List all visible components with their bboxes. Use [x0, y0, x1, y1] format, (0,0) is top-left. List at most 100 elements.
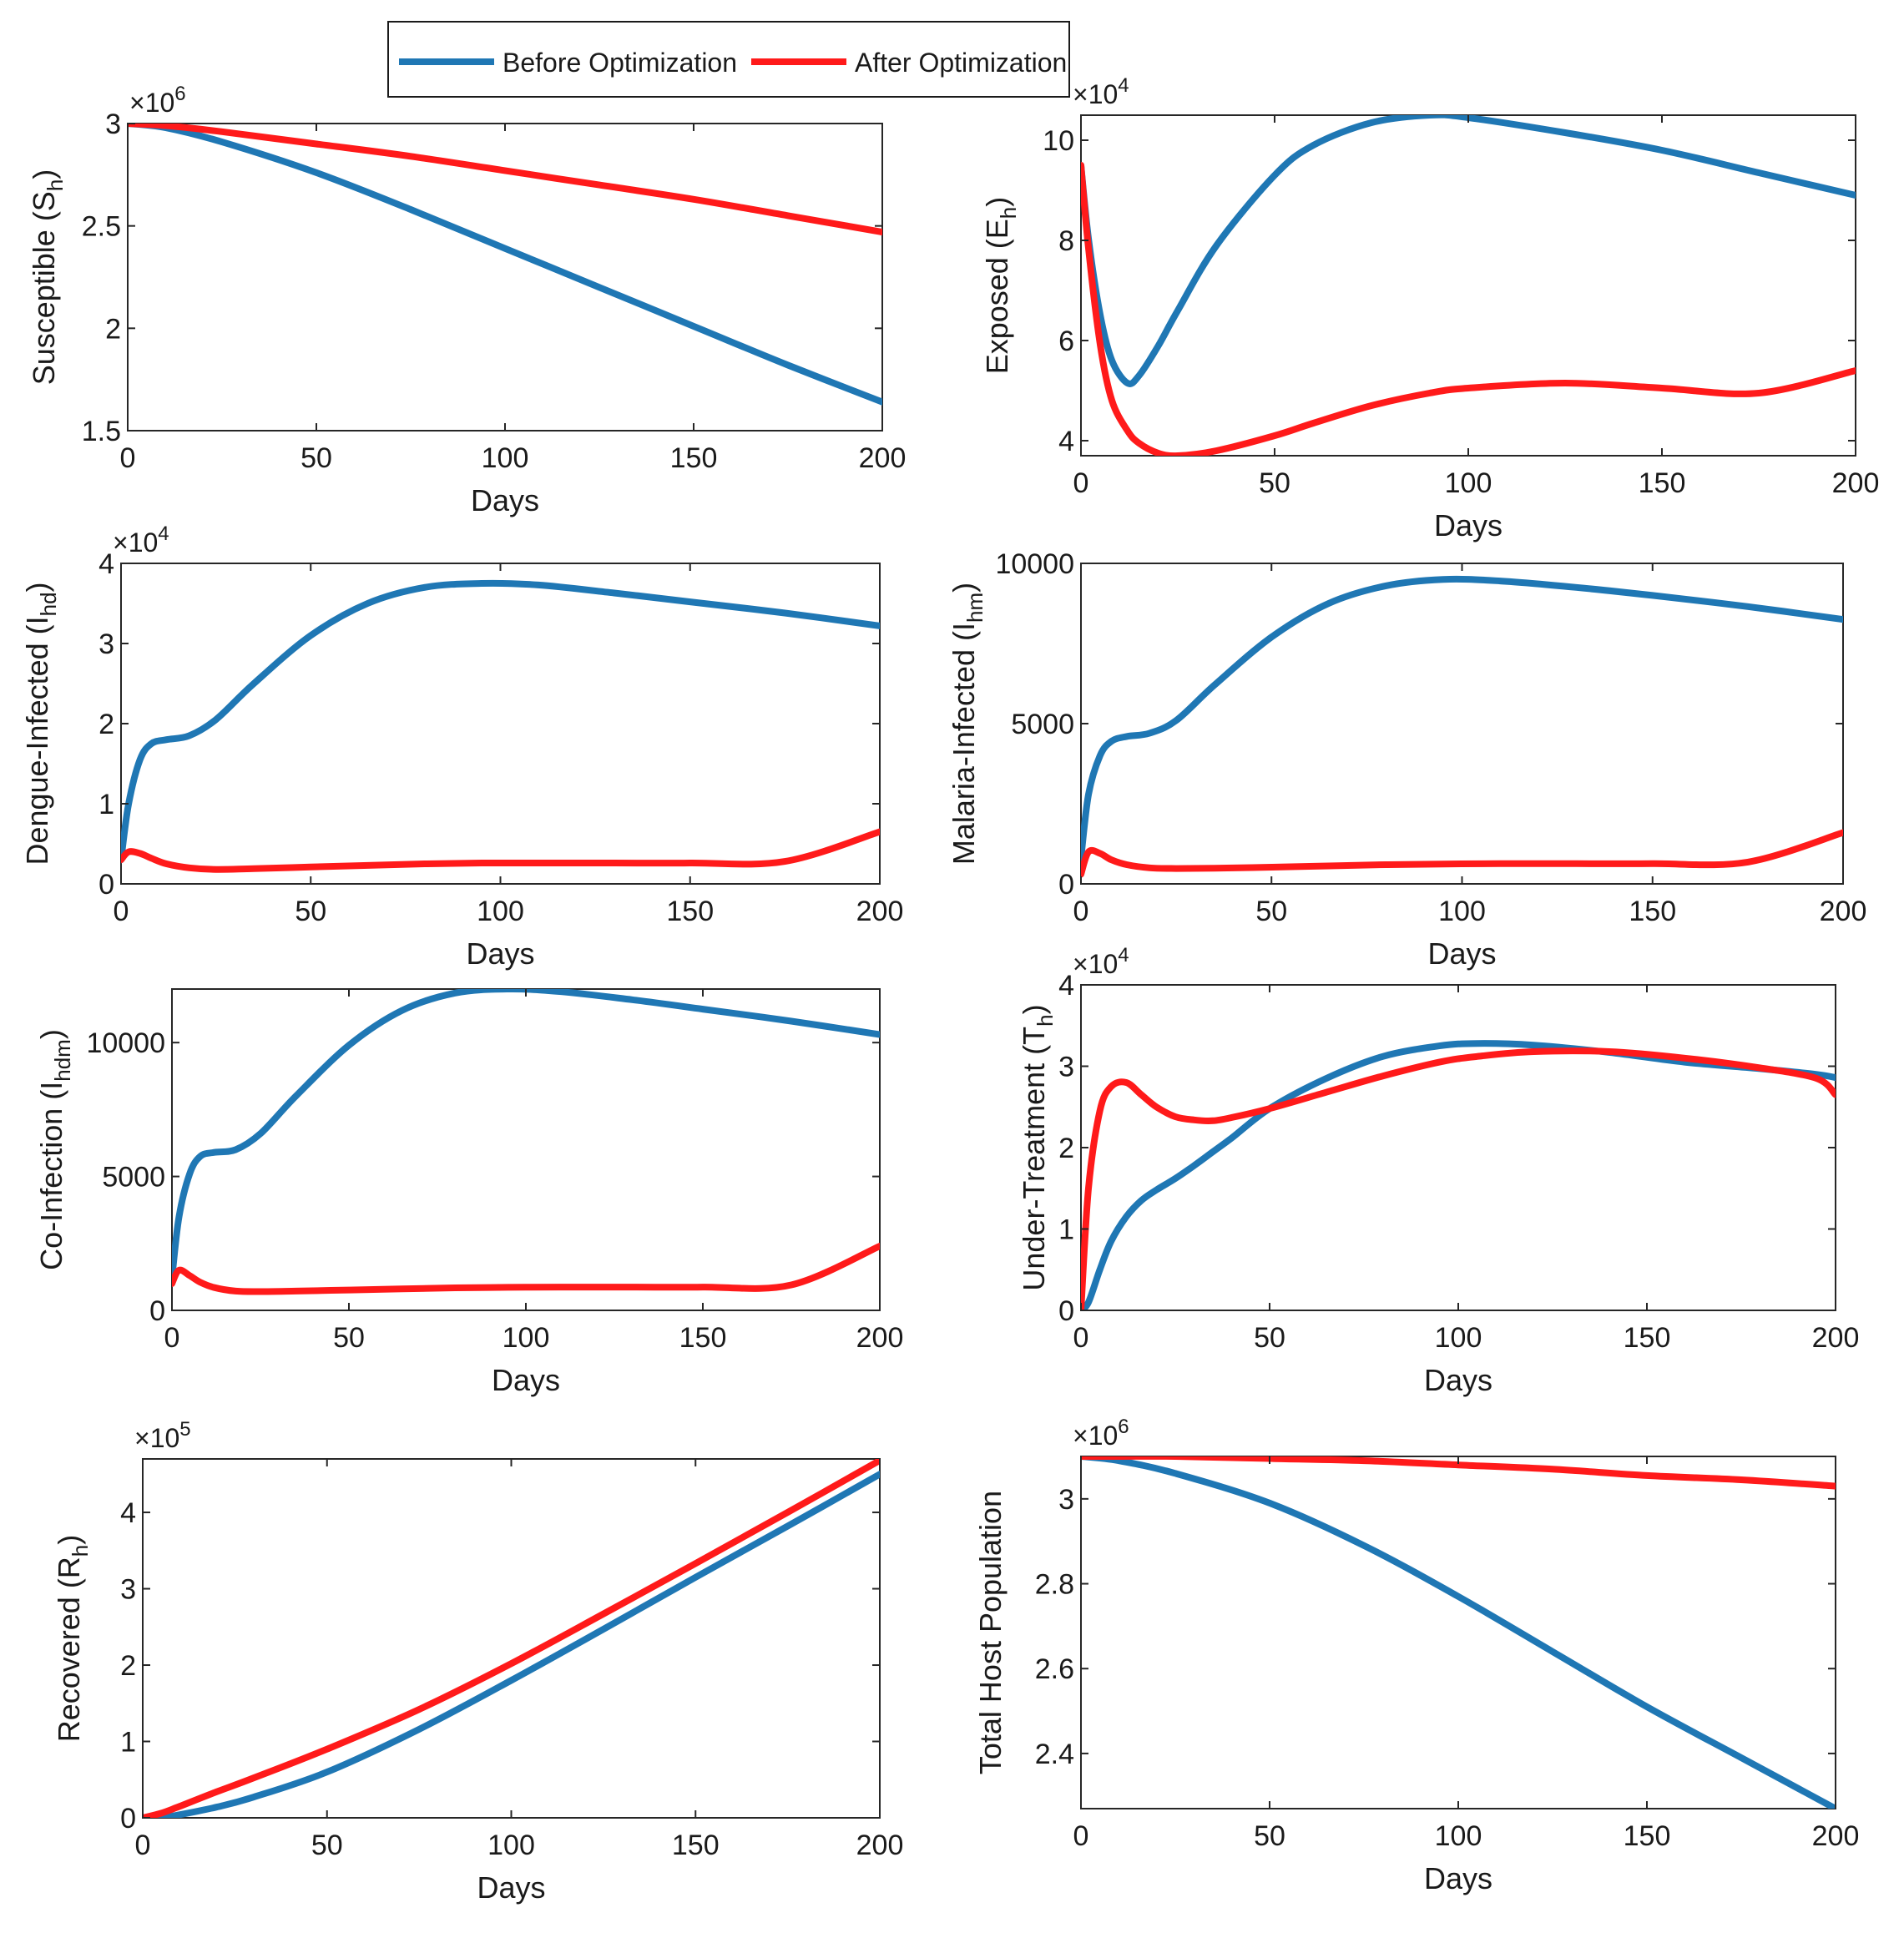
x-tick-label: 200	[1812, 1820, 1860, 1852]
x-tick-label: 100	[1435, 1322, 1482, 1354]
x-tick-label: 100	[503, 1322, 550, 1354]
x-tick-label: 0	[120, 442, 136, 474]
x-axis-label: Days	[492, 1363, 560, 1397]
series-line-before	[1081, 1456, 1836, 1809]
axis-exponent: ×104	[1073, 944, 1129, 979]
x-tick-label: 150	[1629, 896, 1676, 927]
y-tick-label: 1.5	[82, 416, 121, 447]
chart-dengue: 0 50 100 150 200 0 1 2 3 4 Days Dengue-Infected (Ih…	[20, 522, 903, 971]
x-tick-label: 0	[164, 1322, 180, 1354]
x-axis-label: Days	[1427, 936, 1496, 971]
y-tick-label: 2	[105, 313, 121, 345]
plot-area	[120, 563, 881, 885]
x-axis-label: Days	[477, 1870, 545, 1905]
y-tick-label: 3	[98, 628, 114, 660]
x-tick-label: 200	[856, 896, 904, 927]
y-tick-label: 0	[149, 1295, 165, 1327]
x-tick-label: 100	[1438, 896, 1486, 927]
x-tick-label: 200	[856, 1322, 904, 1354]
y-tick-label: 2.4	[1035, 1739, 1074, 1770]
x-tick-label: 0	[1073, 1820, 1089, 1852]
plot-area	[1080, 563, 1844, 885]
x-tick-label: 200	[859, 442, 907, 474]
y-tick-label: 10	[1043, 125, 1074, 157]
y-tick-label: 3	[120, 1574, 136, 1606]
legend: Before Optimization After Optimization	[387, 21, 1070, 98]
x-tick-label: 0	[1073, 1322, 1089, 1354]
x-tick-label: 50	[295, 896, 326, 927]
x-tick-label: 200	[1812, 1322, 1860, 1354]
axis-exponent: ×106	[1073, 1416, 1129, 1451]
legend-label-before: Before Optimization	[503, 48, 737, 78]
x-tick-label: 50	[333, 1322, 365, 1354]
series-line-before	[143, 1471, 880, 1818]
y-tick-label: 4	[1058, 970, 1074, 1002]
x-axis-label: Days	[471, 483, 539, 517]
y-tick-label: 6	[1058, 326, 1074, 357]
series-line-after	[1081, 162, 1856, 456]
x-tick-label: 100	[477, 896, 524, 927]
x-tick-label: 150	[1624, 1820, 1671, 1852]
chart-exposed: 0 50 100 150 200 4 6 8 10 Days Exposed (Eh) ×104	[980, 74, 1879, 543]
series-line-after	[172, 1243, 880, 1295]
x-tick-label: 200	[1820, 896, 1867, 927]
chart-malaria: 0 50 100 150 200 0 5000 10000 Days Malaria-Infect…	[947, 548, 1866, 971]
y-tick-label: 4	[120, 1497, 136, 1529]
y-tick-label: 1	[98, 789, 114, 820]
x-tick-label: 200	[1832, 467, 1880, 499]
x-tick-label: 0	[135, 1830, 151, 1861]
y-tick-label: 0	[98, 869, 114, 901]
x-axis-label: Days	[1424, 1363, 1492, 1397]
y-tick-label: 4	[98, 548, 114, 580]
x-tick-label: 0	[114, 896, 129, 927]
x-tick-label: 100	[1435, 1820, 1482, 1852]
x-axis-label: Days	[466, 936, 534, 971]
y-tick-label: 3	[105, 109, 121, 140]
axis-exponent: ×105	[134, 1418, 191, 1453]
y-axis-label: Co-Infection (Ihdm)	[34, 1029, 75, 1270]
x-tick-label: 100	[487, 1830, 535, 1861]
y-axis-label: Dengue-Infected (Ihd)	[20, 582, 61, 865]
y-tick-label: 1	[120, 1727, 136, 1759]
y-tick-label: 8	[1058, 225, 1074, 257]
x-tick-label: 50	[1254, 1820, 1285, 1852]
series-line-after	[1081, 1456, 1836, 1490]
x-tick-label: 50	[300, 442, 332, 474]
chart-total: 0 50 100 150 200 2.4 2.6 2.8 3 Days Total Host Pop…	[973, 1416, 1859, 1895]
series-line-after	[121, 828, 880, 873]
x-tick-label: 50	[311, 1830, 343, 1861]
y-tick-label: 2	[1058, 1133, 1074, 1164]
chart-treatment: 0 50 100 150 200 0 1 2 3 4 Days Under-Treatment (Th…	[1017, 944, 1859, 1397]
y-tick-label: 2	[98, 709, 114, 740]
x-tick-label: 100	[1445, 467, 1492, 499]
x-tick-label: 150	[1624, 1322, 1671, 1354]
y-tick-label: 0	[120, 1803, 136, 1835]
y-tick-label: 0	[1058, 1295, 1074, 1327]
x-tick-label: 150	[672, 1830, 720, 1861]
y-tick-label: 10000	[86, 1027, 165, 1059]
x-tick-label: 50	[1254, 1322, 1285, 1354]
x-tick-label: 150	[679, 1322, 727, 1354]
y-axis-label: Recovered (Rh)	[52, 1535, 93, 1743]
plot-area	[1080, 984, 1836, 1311]
x-tick-label: 150	[670, 442, 718, 474]
y-tick-label: 0	[1058, 869, 1074, 901]
chart-coinfection: 0 50 100 150 200 0 5000 10000 Days Co-Infection (…	[34, 988, 904, 1397]
plot-area	[171, 988, 881, 1311]
series-line-before	[128, 124, 882, 406]
axis-exponent: ×104	[113, 522, 169, 558]
series-line-after	[1081, 1047, 1836, 1310]
plot-area	[1080, 1456, 1836, 1809]
y-axis-label: Susceptible (Sh)	[27, 169, 68, 386]
axis-exponent: ×106	[129, 83, 186, 118]
y-axis-label: Under-Treatment (Th)	[1017, 1004, 1058, 1290]
plot-area	[1080, 114, 1856, 457]
x-tick-label: 100	[482, 442, 529, 474]
legend-box	[387, 21, 1070, 98]
y-axis-label: Exposed (Eh)	[980, 197, 1021, 375]
x-tick-label: 0	[1073, 467, 1089, 499]
y-tick-label: 2.5	[82, 211, 121, 243]
y-tick-label: 10000	[995, 548, 1074, 580]
plot-area	[127, 123, 883, 432]
series-line-after	[1081, 829, 1843, 878]
